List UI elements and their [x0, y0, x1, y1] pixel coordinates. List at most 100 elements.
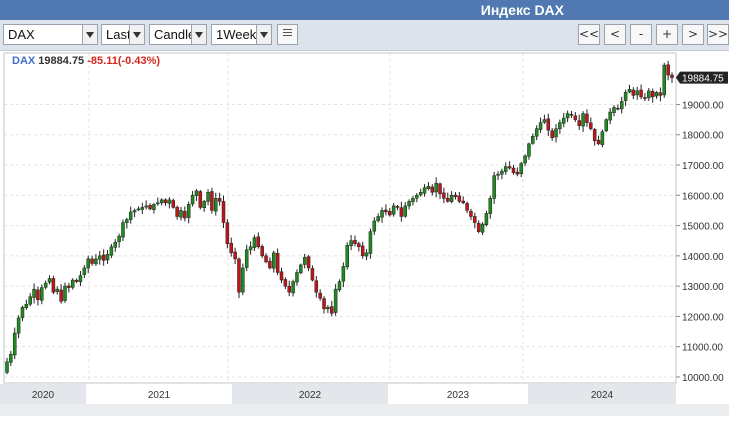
legend-symbol: DAX	[12, 55, 36, 67]
interval-dropdown-icon[interactable]	[256, 25, 271, 44]
zoom-out-button[interactable]: -	[630, 24, 652, 45]
symbol-dropdown-icon[interactable]	[82, 25, 97, 44]
price-chart[interactable]: 10000.00 11000.00 12000.00 13000.00 14000.00…	[0, 51, 729, 416]
nav-last-button[interactable]: >>	[707, 24, 729, 45]
candle-body	[194, 190, 199, 196]
candle-body	[86, 258, 90, 269]
candle-body	[643, 97, 647, 99]
candle-body	[159, 199, 164, 204]
zoom-in-button[interactable]: +	[656, 24, 678, 45]
candle-body	[434, 182, 438, 193]
candle-body	[98, 255, 102, 260]
candle-body	[384, 209, 388, 213]
y-tick-label: 13000.00	[682, 282, 724, 293]
candle-body	[635, 90, 639, 96]
symbol-input[interactable]: DAX	[3, 24, 98, 45]
candle-body	[291, 281, 295, 294]
candle-body	[40, 287, 44, 301]
candle-body	[546, 118, 551, 131]
candle-body	[666, 64, 670, 76]
candle-body	[411, 198, 415, 202]
candle-body	[380, 210, 384, 218]
y-tick-label: 19000.00	[682, 100, 724, 111]
candle-body	[330, 306, 334, 314]
window-title: Индекс DAX	[480, 2, 564, 18]
chart-legend: DAX 19884.75 -85.11(-0.43%)	[12, 55, 160, 67]
candle-body	[504, 166, 508, 172]
candle-body	[415, 195, 419, 199]
last-price-tag-label: 19884.75	[682, 74, 724, 85]
candle-body	[600, 131, 605, 145]
candle-body	[310, 268, 315, 281]
candle-body	[105, 254, 110, 261]
candle-body	[658, 92, 663, 96]
candle-body	[121, 222, 125, 238]
candle-body	[295, 272, 299, 283]
candle-body	[125, 219, 129, 223]
y-tick-label: 18000.00	[682, 131, 724, 142]
candle-body	[538, 122, 543, 130]
candle-body	[500, 170, 504, 175]
candle-body	[90, 258, 94, 264]
candle-body	[12, 332, 17, 356]
y-tick-label: 15000.00	[682, 222, 724, 233]
candle-body	[349, 240, 353, 247]
candle-body	[619, 101, 624, 110]
candle-body	[59, 289, 63, 302]
candle-body	[565, 113, 570, 119]
candle-body	[283, 279, 288, 287]
candle-body	[388, 211, 392, 216]
x-tick-label: 2024	[591, 390, 614, 401]
candle-body	[63, 285, 67, 301]
candle-body	[612, 107, 616, 113]
candle-body	[376, 216, 380, 222]
candle-body	[542, 119, 547, 123]
candle-body	[662, 64, 667, 96]
candlestick-chart-svg: 10000.00 11000.00 12000.00 13000.00 14000.00…	[0, 51, 729, 416]
candle-body	[94, 258, 98, 265]
price-field-value: Last	[106, 27, 131, 42]
candle-body	[256, 236, 261, 248]
candle-body	[654, 92, 659, 97]
candle-body	[484, 213, 489, 226]
scroll-track[interactable]	[0, 404, 729, 416]
chart-style-value: Candle	[154, 27, 196, 42]
time-axis[interactable]: 2020 2021 2022 2023 2024	[0, 384, 729, 416]
price-field-dropdown-icon[interactable]	[129, 25, 144, 44]
chart-style-select[interactable]: Candle	[149, 24, 207, 45]
candle-body	[469, 210, 473, 217]
candle-body	[341, 266, 346, 282]
x-tick-label: 2023	[447, 390, 470, 401]
candle-body	[569, 114, 574, 116]
candle-body	[650, 91, 655, 98]
nav-prev-button[interactable]: <	[604, 24, 626, 45]
nav-next-button[interactable]: >	[682, 24, 704, 45]
candle-body	[473, 216, 477, 223]
candle-body	[519, 163, 523, 174]
candle-body	[128, 211, 133, 220]
settings-list-button[interactable]	[277, 24, 298, 45]
price-field-select[interactable]: Last	[101, 24, 145, 45]
candle-body	[306, 256, 311, 269]
candle-body	[496, 173, 500, 176]
interval-select[interactable]: 1Week	[211, 24, 272, 45]
candle-body	[534, 128, 539, 137]
candle-body	[314, 280, 319, 293]
plot-frame	[3, 52, 677, 384]
candle-body	[272, 252, 276, 269]
legend-last-price: 19884.75	[38, 55, 85, 67]
nav-first-button[interactable]: <<	[578, 24, 600, 45]
time-axis-band	[528, 384, 676, 404]
time-axis-band	[0, 384, 86, 404]
candle-body	[43, 282, 48, 288]
candles	[5, 60, 674, 375]
candle-body	[198, 191, 203, 208]
time-axis-band	[388, 384, 528, 404]
candle-body	[531, 136, 535, 144]
candle-body	[179, 210, 183, 218]
candle-body	[345, 244, 349, 268]
chart-style-dropdown-icon[interactable]	[191, 25, 206, 44]
y-tick-label: 17000.00	[682, 161, 724, 172]
title-bar: Индекс DAX	[0, 0, 729, 20]
candle-body	[287, 286, 291, 293]
